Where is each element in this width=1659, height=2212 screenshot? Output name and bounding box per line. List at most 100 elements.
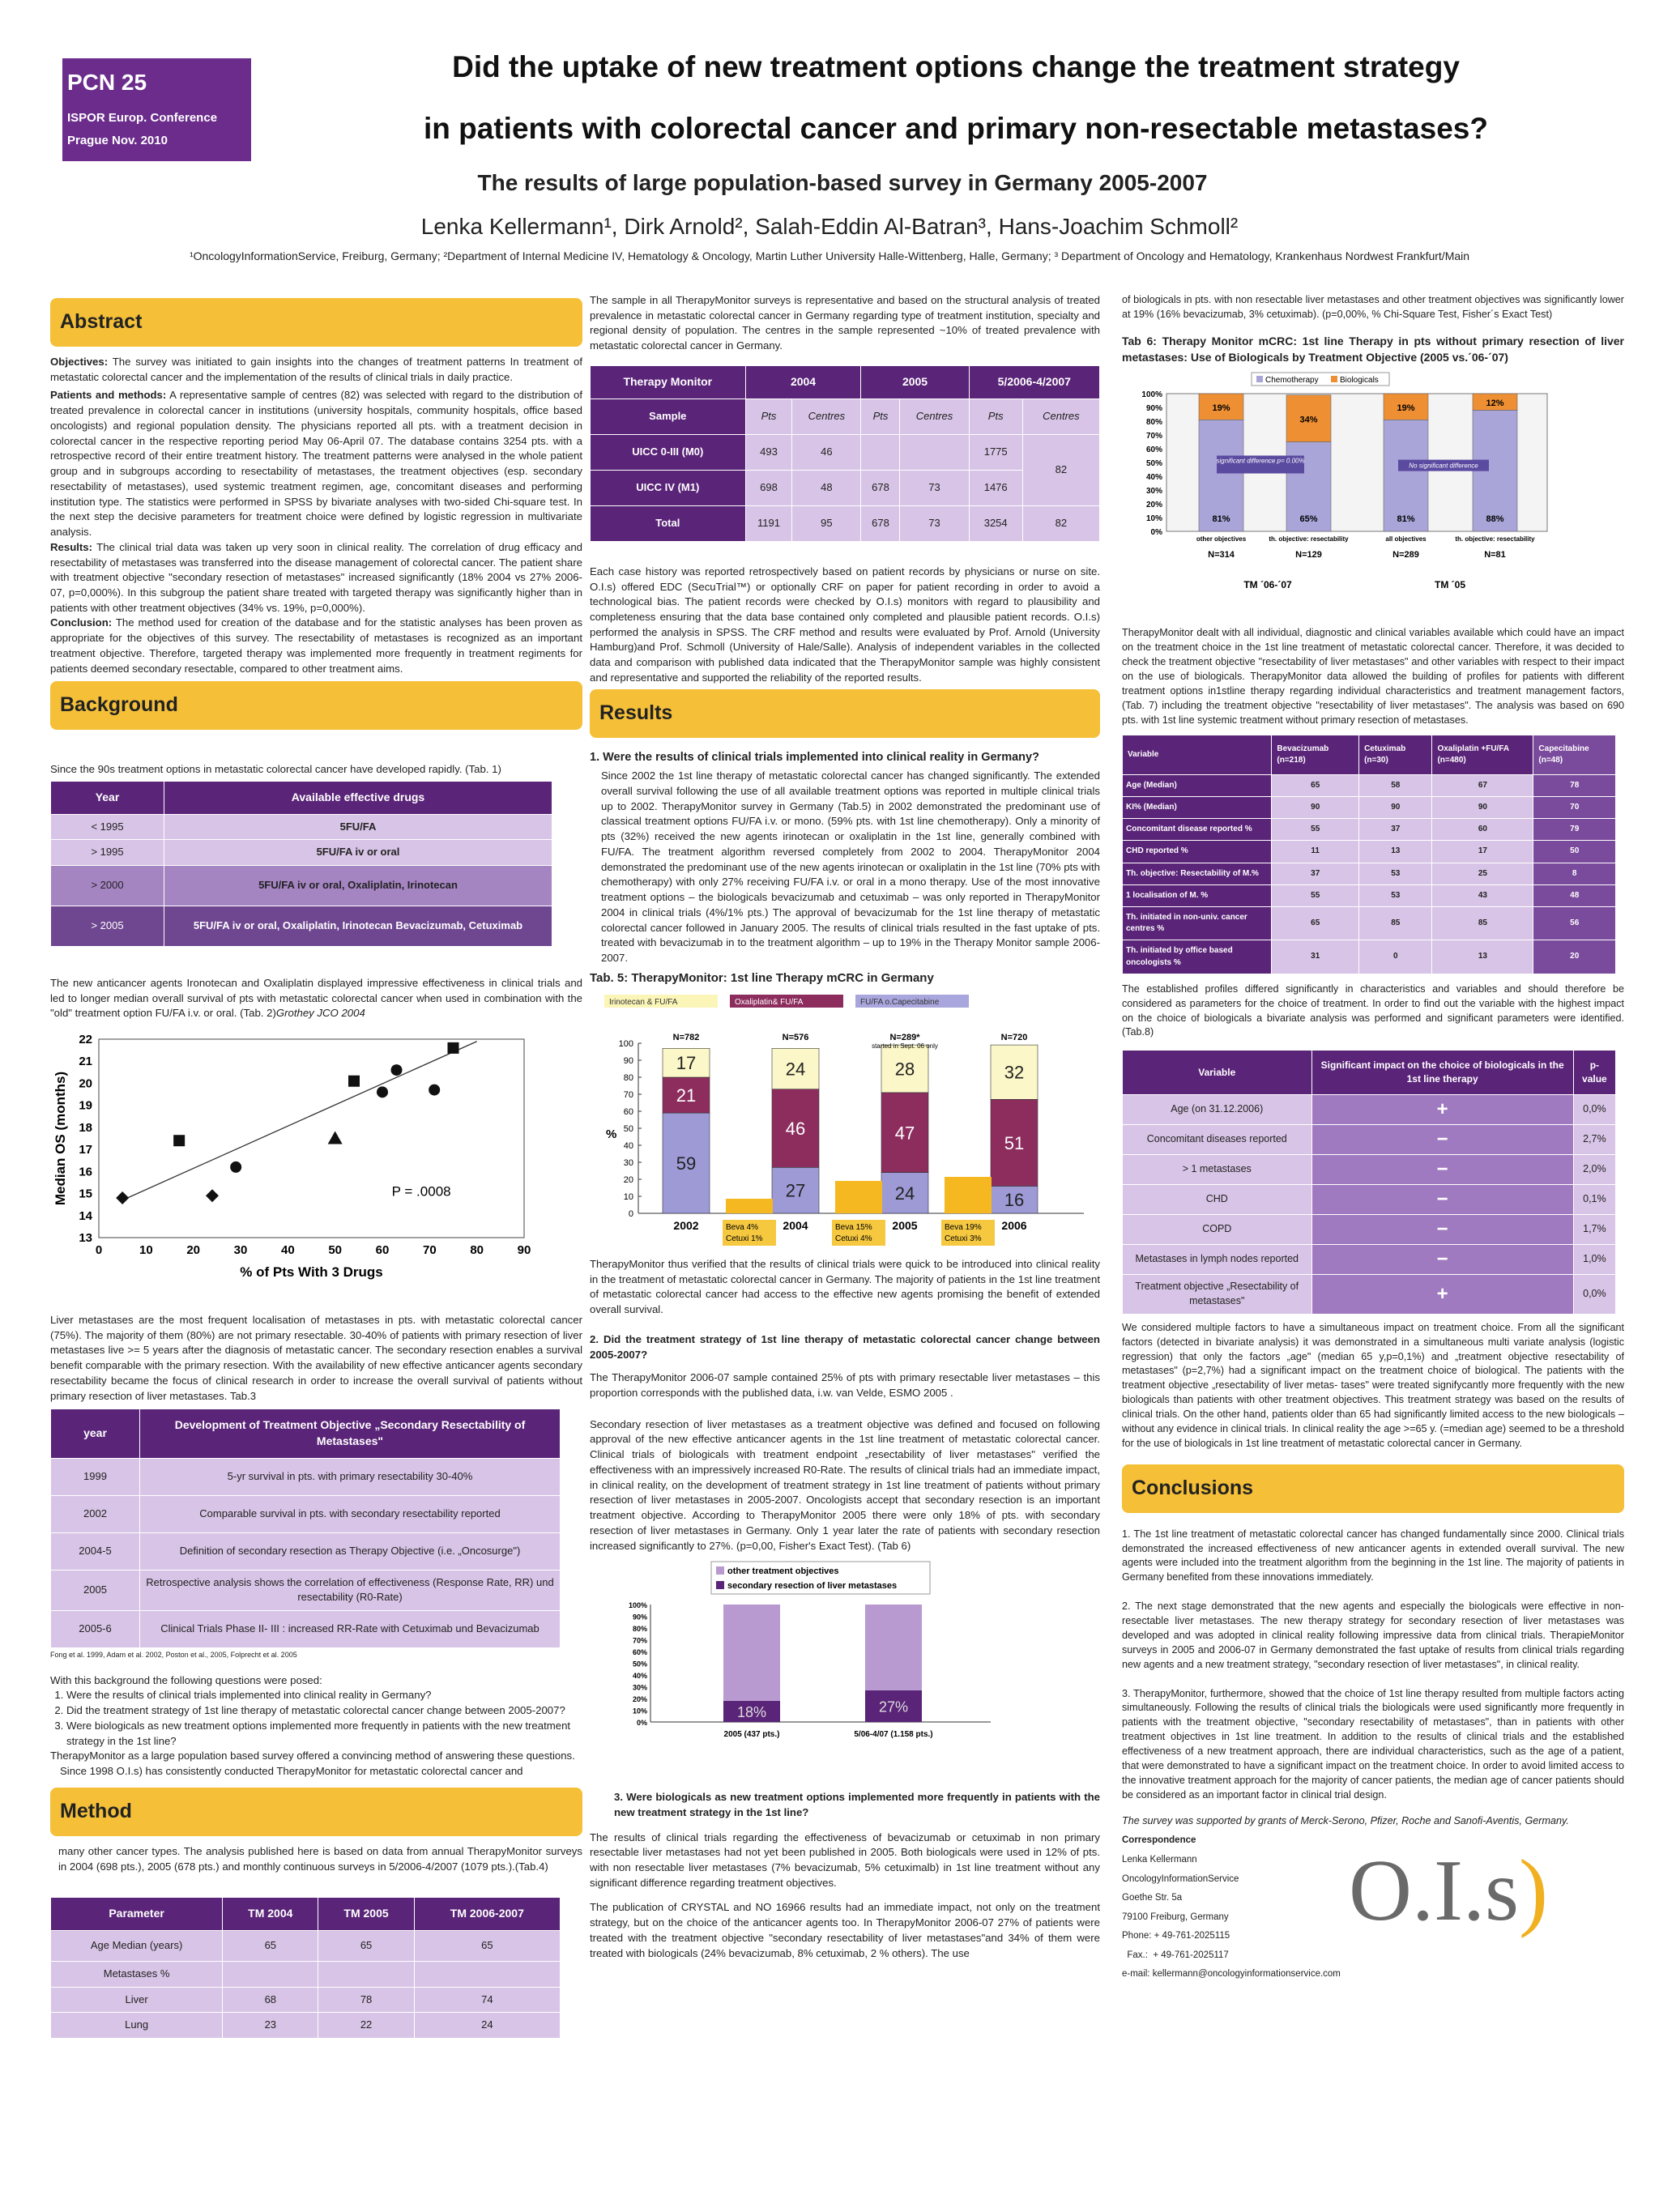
table-cell: COPD: [1122, 1214, 1312, 1246]
bar-value-label: 81%: [1397, 514, 1414, 524]
table-cell: 43: [1431, 884, 1534, 908]
y-tick-label: 40%: [1146, 473, 1162, 482]
table-sample: Therapy Monitor 2004 2005 5/2006-4/2007 Sam…: [590, 364, 1101, 542]
table-cell: 60: [1431, 818, 1534, 842]
callout-bar: [945, 1177, 992, 1214]
bar-segment: [771, 1089, 820, 1168]
legend-label: other treatment objectives: [727, 1566, 839, 1576]
table-cell: Th. initiated by office based oncologist…: [1121, 940, 1273, 974]
y-tick-label: 21: [79, 1055, 92, 1068]
bar-segment: [1383, 419, 1429, 531]
table-profiles: Variable Bevacizumab (n=218) Cetuximab (n=…: [1121, 734, 1616, 974]
bar-segment: [723, 1605, 780, 1702]
table-cell: Th. initiated in non-univ. cancer centre…: [1121, 906, 1273, 941]
question-list: Were the results of clinical trials impl…: [50, 1688, 582, 1749]
question3-p1: The results of clinical trials regarding…: [590, 1831, 1100, 1889]
right-column: of biologicals in pts. with non resectab…: [1121, 293, 1624, 1984]
question2: 2. Did the treatment strategy of 1st lin…: [590, 1332, 1100, 1361]
bar-segment: [771, 1167, 820, 1214]
bar-value-label: 34%: [1299, 415, 1317, 424]
table-header: Variable: [1121, 734, 1273, 775]
background-p3: Liver metastases are the most frequent l…: [50, 1313, 582, 1402]
y-tick-label: 90: [624, 1056, 633, 1066]
conclusions-heading: Conclusions: [1122, 1464, 1624, 1513]
question1-text: Since 2002 the 1st line therapy of metas…: [601, 769, 1100, 965]
stacked-bar-chart-biologicals: Chemotherapy Biologicals 0% 10% 20% 30% 40% 50%…: [1141, 372, 1548, 590]
legend-swatch: [730, 995, 843, 1008]
table-drugs: Year Available effective drugs < 1995 5FU/…: [50, 781, 552, 947]
authors: Lenka Kellermann¹, Dirk Arnold², Salah-E…: [420, 214, 1239, 239]
table-cell: 85: [1358, 906, 1433, 941]
bar-value-label: 27: [786, 1181, 805, 1201]
y-tick-label: 30: [624, 1158, 633, 1168]
background-heading: Background: [50, 681, 582, 731]
legend-label: FU/FA o.Capecitabine: [860, 998, 940, 1007]
bar-segment: [990, 1099, 1038, 1187]
bar-value-label: 88%: [1486, 514, 1503, 524]
legend-swatch: [604, 995, 718, 1008]
table-header: Bevacizumab (n=218): [1271, 734, 1360, 775]
table-cell: 1,7%: [1572, 1214, 1617, 1246]
y-tick-label: 70%: [1146, 432, 1162, 441]
table-cell: 2,0%: [1572, 1154, 1617, 1186]
bar-value-label: 24: [895, 1183, 915, 1204]
bar-segment: [881, 1172, 929, 1214]
table-cell: 0,0%: [1572, 1274, 1617, 1315]
table-cell: Concomitant diseases reported: [1122, 1124, 1312, 1156]
table-cell: 90: [1271, 796, 1360, 820]
y-tick-label: 100%: [1141, 390, 1162, 399]
y-tick-label: 70: [624, 1090, 633, 1100]
callout-text: Beva 15%: [835, 1223, 872, 1232]
group-label: TM ´05: [1435, 579, 1465, 590]
bar-value-label: 46: [786, 1119, 805, 1139]
bar-value-label: 27%: [879, 1699, 908, 1715]
x-tick-label: 2004: [783, 1219, 808, 1232]
y-tick-label: 80%: [633, 1625, 647, 1633]
data-point: [230, 1161, 242, 1174]
bar-value-label: 47: [895, 1123, 915, 1143]
note-label: started in Sept. 06 only: [872, 1042, 938, 1050]
bar-value-label: 19%: [1212, 403, 1230, 413]
y-tick-label: 19: [79, 1099, 92, 1113]
background-p2: The new anticancer agents Ironotecan and…: [50, 976, 582, 1020]
background-p6: Since 1998 O.I.s) has consistently condu…: [60, 1765, 523, 1778]
x-tick-label: 80: [470, 1243, 484, 1257]
legend-label: Irinotecan & FU/FA: [609, 998, 678, 1007]
conference-name: ISPOR Europ. Conference: [67, 111, 218, 125]
y-tick-label: 13: [79, 1231, 92, 1245]
table-cell: KI% (Median): [1121, 796, 1273, 820]
n-label: N=81: [1484, 550, 1506, 560]
callout-text: Cetuxi 4%: [835, 1234, 872, 1243]
bar-segment: [662, 1048, 710, 1078]
bar-value-label: 12%: [1486, 399, 1503, 408]
abstract-results: Results: The clinical trial data was tak…: [50, 540, 582, 614]
sig-box: [1217, 455, 1304, 473]
y-tick-label: 60%: [633, 1648, 647, 1656]
table-cell: CHD reported %: [1121, 840, 1273, 863]
table-cell: −: [1311, 1154, 1574, 1186]
y-tick-label: 14: [79, 1209, 92, 1223]
table-cell: 31: [1271, 940, 1360, 974]
table-header: p-value: [1572, 1050, 1617, 1096]
callout-text: Beva 19%: [945, 1223, 982, 1232]
background-p5: TherapyMonitor as a large population bas…: [50, 1750, 575, 1762]
y-tick-label: 50%: [1146, 459, 1162, 468]
legend-swatch: [716, 1566, 724, 1575]
table-cell: 56: [1533, 906, 1616, 941]
table-significance: Variable Significant impact on the choice…: [1122, 1050, 1617, 1315]
n-label: N=289: [1392, 550, 1419, 560]
table-cell: 25: [1431, 862, 1534, 885]
x-tick-label: 50: [328, 1243, 342, 1257]
question-item: Were the results of clinical trials impl…: [66, 1688, 582, 1703]
table-cell: 58: [1358, 774, 1433, 798]
conclusion-3: 3. TherapyMonitor, furthermore, showed t…: [1122, 1687, 1624, 1801]
legend-swatch: [1256, 375, 1263, 382]
n-label: N=314: [1208, 550, 1235, 560]
data-point: [348, 1075, 360, 1087]
x-tick-label: th. objective: resectability: [1455, 535, 1535, 543]
x-tick-label: 60: [376, 1243, 390, 1257]
x-tick-label: 10: [139, 1243, 153, 1257]
table-cell: Metastases in lymph nodes reported: [1122, 1244, 1312, 1276]
scatter-chart-os: 13 14 15 16 17 18 19 20 21 22 0 10 20 30 40 50 60 70 80 90%…: [53, 1033, 531, 1280]
callout-box: [832, 1220, 885, 1247]
